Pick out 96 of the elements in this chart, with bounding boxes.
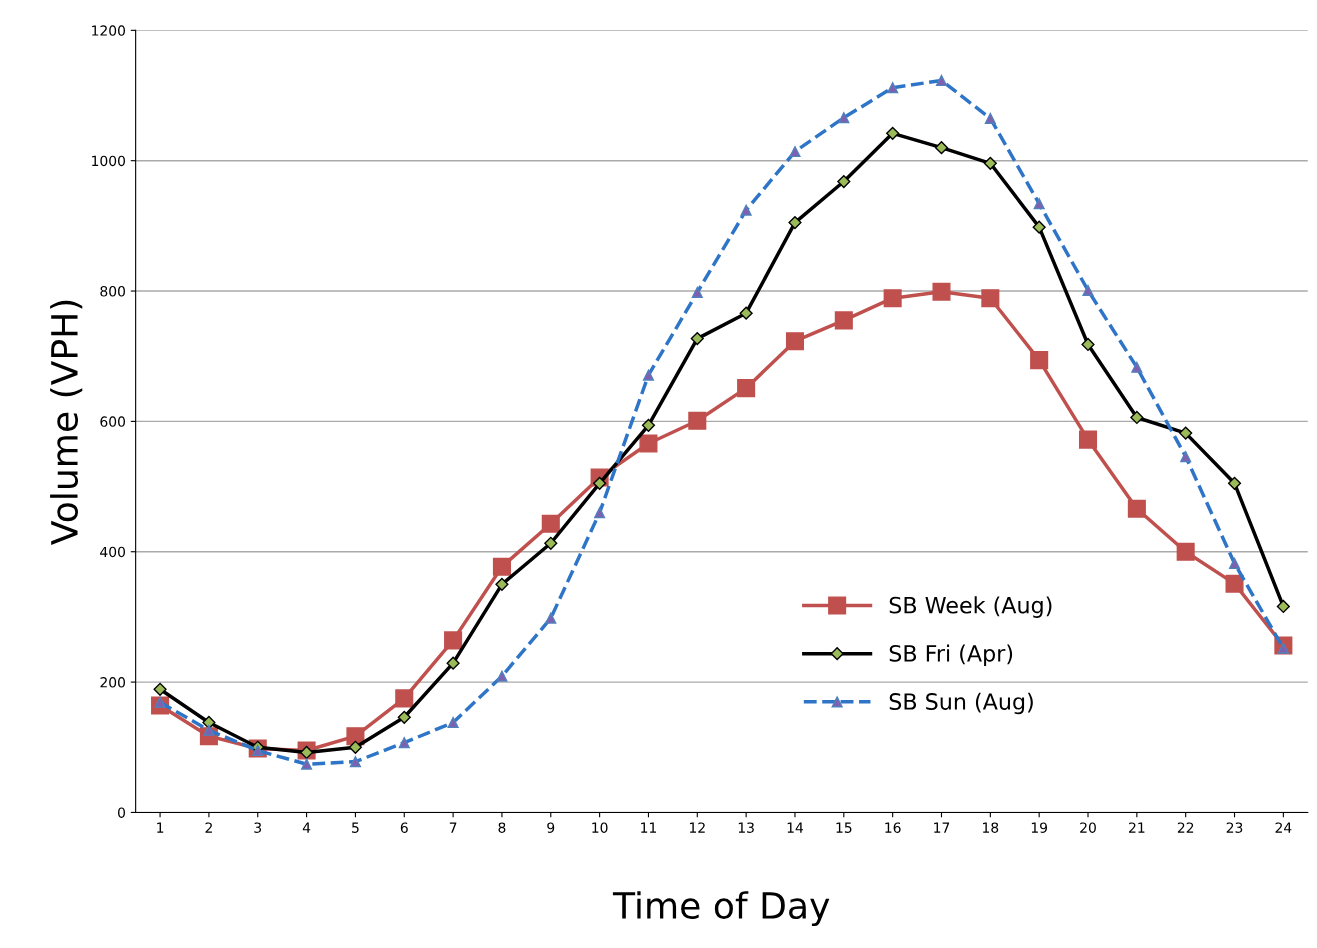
x-tick-label: 22 <box>1177 822 1194 833</box>
point <box>203 724 215 736</box>
point <box>688 411 707 430</box>
point <box>690 332 704 346</box>
x-tick-label: 4 <box>302 822 311 833</box>
point <box>349 756 361 768</box>
x-tick-label: 1 <box>157 822 164 833</box>
point <box>1033 198 1045 210</box>
point <box>202 715 216 730</box>
x-tick-label: 20 <box>1080 822 1096 833</box>
point <box>1030 351 1049 370</box>
x-axis-title: Time of Day <box>612 891 830 927</box>
point <box>740 204 752 216</box>
point <box>789 146 801 158</box>
point <box>886 126 900 140</box>
point <box>1179 426 1193 440</box>
point <box>544 536 558 550</box>
point <box>834 311 853 330</box>
point <box>1225 574 1244 593</box>
y-tick-label: 800 <box>100 286 126 297</box>
point <box>395 689 414 708</box>
point <box>739 306 753 320</box>
point <box>983 156 997 170</box>
point <box>883 289 902 308</box>
point <box>1228 557 1241 570</box>
point <box>348 740 363 754</box>
legend-label: SB Sun (Aug) <box>889 692 1033 715</box>
point <box>446 656 460 670</box>
point <box>301 758 313 770</box>
y-tick-label: 400 <box>100 546 126 558</box>
point <box>1127 499 1146 518</box>
point <box>887 82 899 94</box>
x-tick-label: 12 <box>689 822 705 833</box>
point <box>1227 476 1242 490</box>
y-tick-label: 0 <box>118 807 126 818</box>
y-tick-label: 1000 <box>92 155 126 167</box>
x-tick-label: 18 <box>983 822 999 833</box>
x-tick-label: 5 <box>352 822 359 833</box>
point <box>153 682 167 696</box>
point <box>1081 337 1095 352</box>
x-tick-label: 23 <box>1226 822 1243 833</box>
point <box>398 737 410 749</box>
point <box>545 612 557 624</box>
point <box>691 286 703 298</box>
x-tick-label: 14 <box>787 822 804 833</box>
x-tick-label: 11 <box>641 822 657 833</box>
point <box>1176 542 1195 561</box>
point <box>492 557 511 576</box>
point <box>299 745 314 760</box>
point <box>785 332 805 351</box>
x-tick-label: 19 <box>1031 822 1048 833</box>
x-tick-label: 3 <box>254 822 262 833</box>
x-tick-label: 9 <box>547 822 555 833</box>
point <box>838 112 850 124</box>
point <box>1276 599 1290 614</box>
y-tick-label: 1200 <box>92 25 126 36</box>
x-tick-label: 6 <box>400 822 408 833</box>
x-tick-label: 13 <box>738 822 754 833</box>
x-tick-label: 7 <box>449 822 457 833</box>
point <box>984 112 996 124</box>
x-tick-label: 16 <box>885 822 901 833</box>
point <box>934 141 949 155</box>
point <box>1180 451 1192 463</box>
point <box>447 716 459 729</box>
point <box>1131 361 1143 373</box>
x-tick-label: 10 <box>592 822 608 833</box>
point <box>837 174 851 189</box>
point <box>737 379 756 398</box>
x-tick-label: 21 <box>1129 822 1145 833</box>
point <box>932 282 951 301</box>
point <box>594 507 606 519</box>
point <box>397 710 411 724</box>
point <box>1130 410 1144 425</box>
y-tick-label: 600 <box>100 416 126 427</box>
point <box>641 418 656 432</box>
legend-label: SB Week (Aug) <box>889 596 1052 618</box>
point <box>981 289 1000 308</box>
point <box>935 74 948 87</box>
point <box>788 216 802 230</box>
point <box>444 631 463 650</box>
point <box>639 434 658 453</box>
point <box>1082 284 1094 296</box>
legend-label: SB Fri (Apr) <box>889 644 1013 667</box>
y-tick-label: 200 <box>100 677 126 688</box>
x-tick-label: 8 <box>498 822 506 833</box>
x-tick-label: 15 <box>836 822 852 833</box>
point <box>495 577 509 591</box>
point <box>541 514 560 533</box>
point <box>1032 220 1046 234</box>
point <box>1078 430 1098 449</box>
x-tick-label: 17 <box>934 822 950 833</box>
point <box>496 670 508 682</box>
x-tick-label: 24 <box>1275 822 1292 833</box>
y-axis-title: Volume (VPH) <box>50 300 83 545</box>
x-tick-label: 2 <box>205 822 212 833</box>
point <box>642 369 655 381</box>
